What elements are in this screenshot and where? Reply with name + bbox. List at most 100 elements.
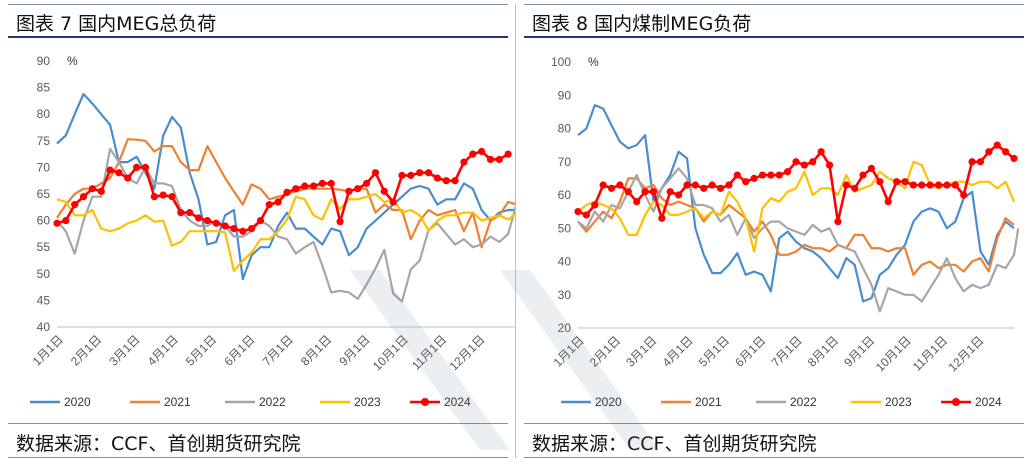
series-point-2024 <box>767 171 775 179</box>
series-point-2024 <box>582 211 590 219</box>
series-point-2024 <box>633 198 641 206</box>
series-point-2024 <box>345 187 353 195</box>
watermark-logo <box>350 270 660 450</box>
x-tick-label: 7月1日 <box>769 333 805 369</box>
source-note: 数据来源：CCF、首创期货研究院 <box>16 433 301 455</box>
series-point-2024 <box>230 224 238 233</box>
legend-label-2022: 2022 <box>790 395 817 409</box>
x-tick-label: 5月1日 <box>183 332 219 368</box>
series-point-2024 <box>641 188 649 196</box>
series-point-2024 <box>486 155 495 164</box>
series-point-2024 <box>79 193 88 201</box>
series-line-2020 <box>56 92 516 281</box>
series-point-2024 <box>442 177 450 185</box>
series-point-2024 <box>909 181 917 189</box>
legend-marker-2024 <box>952 398 960 406</box>
series-point-2024 <box>683 181 691 189</box>
series-point-2024 <box>248 224 256 233</box>
source-note: 数据来源：CCF、首创期货研究院 <box>532 433 817 455</box>
series-point-2024 <box>504 150 512 158</box>
series-point-2024 <box>842 181 850 189</box>
series-point-2024 <box>1010 154 1018 163</box>
series-point-2024 <box>380 187 388 195</box>
series-point-2024 <box>968 158 976 166</box>
series-point-2024 <box>274 198 282 206</box>
legend-label-2022: 2022 <box>259 395 286 409</box>
x-tick-label: 1月1日 <box>30 332 66 368</box>
line-chart-total-load: 40 45 50 55 60 65 70 75 80 85 90 % 1月1日 2月1日 3月1日 4月1日 5… <box>30 54 516 409</box>
x-tick-label: 8月1日 <box>805 333 841 369</box>
series-point-2024 <box>416 169 424 177</box>
x-tick-label: 10月1日 <box>873 333 914 374</box>
series-point-2024 <box>867 164 876 172</box>
legend-label-2024: 2024 <box>975 395 1002 409</box>
series-line-2022 <box>56 147 516 303</box>
series-point-2024 <box>336 218 344 226</box>
series-point-2024 <box>574 208 582 216</box>
legend-label-2021: 2021 <box>164 395 191 409</box>
series-point-2024 <box>124 174 132 182</box>
series-point-2024 <box>926 181 934 189</box>
series-point-2024 <box>106 166 114 174</box>
series-point-2024 <box>115 169 123 177</box>
x-tick-label: 6月1日 <box>221 332 257 368</box>
series-point-2024 <box>993 141 1001 149</box>
series-point-2024 <box>407 171 415 179</box>
series-point-2024 <box>203 217 211 225</box>
series-point-2024 <box>817 148 825 156</box>
y-tick-label: 75 <box>37 134 51 148</box>
series-point-2024 <box>700 184 708 192</box>
series-point-2024 <box>309 182 318 190</box>
series-point-2024 <box>951 181 959 189</box>
source-bar: 数据来源：CCF、首创期货研究院 <box>524 423 1024 458</box>
series-point-2024 <box>599 181 607 189</box>
series-line-2023 <box>56 192 516 273</box>
y-axis-unit: % <box>67 54 78 68</box>
series-point-2024 <box>168 193 176 201</box>
legend-label-2020: 2020 <box>595 395 622 409</box>
series-point-2024 <box>591 201 599 209</box>
series-point-2024 <box>960 191 968 199</box>
series-point-2024 <box>691 181 699 189</box>
x-tick-label: 8月1日 <box>298 332 334 368</box>
series-point-2024 <box>901 178 909 186</box>
series-line-2020 <box>577 104 1015 303</box>
series-point-2024 <box>239 227 247 235</box>
series-point-2024 <box>283 188 291 197</box>
legend-label-2023: 2023 <box>885 395 912 409</box>
y-tick-label: 80 <box>558 122 572 136</box>
series-point-2024 <box>212 219 220 227</box>
y-tick-label: 50 <box>558 221 572 235</box>
series-point-2024 <box>834 218 842 226</box>
series-point-2024 <box>750 174 758 182</box>
series-point-2024 <box>354 185 362 193</box>
series-point-2024 <box>133 163 141 171</box>
series-point-2024 <box>97 187 105 195</box>
series-point-2024 <box>716 184 725 192</box>
series-point-2024 <box>292 185 300 193</box>
legend-marker-2024 <box>421 398 429 406</box>
chart-title: 图表 8 国内煤制MEG负荷 <box>532 13 752 35</box>
y-tick-label: 100 <box>551 55 571 69</box>
x-tick-label: 5月1日 <box>696 333 732 369</box>
legend-label-2023: 2023 <box>354 395 381 409</box>
y-tick-label: 85 <box>37 81 51 95</box>
legend-label-2020: 2020 <box>64 395 91 409</box>
series-point-2024 <box>88 185 96 193</box>
series-point-2024 <box>708 181 716 189</box>
series-point-2024 <box>53 219 61 227</box>
series-point-2024 <box>318 179 326 187</box>
chart-panel-coal-load: 图表 8 国内煤制MEG负荷 2030405060708090100%1月1日2… <box>516 0 1032 463</box>
series-point-2024 <box>194 214 203 222</box>
series-point-2024 <box>469 150 477 158</box>
series-point-2024 <box>451 177 459 185</box>
x-tick-label: 6月1日 <box>732 333 768 369</box>
y-tick-label: 90 <box>558 88 572 102</box>
series-line-2022 <box>577 167 1020 313</box>
x-tick-label: 11月1日 <box>910 333 950 373</box>
series-point-2024 <box>884 198 892 206</box>
legend-label-2021: 2021 <box>695 395 722 409</box>
series-point-2024 <box>851 184 859 192</box>
series-point-2024 <box>976 158 985 166</box>
panel-divider <box>515 4 516 458</box>
